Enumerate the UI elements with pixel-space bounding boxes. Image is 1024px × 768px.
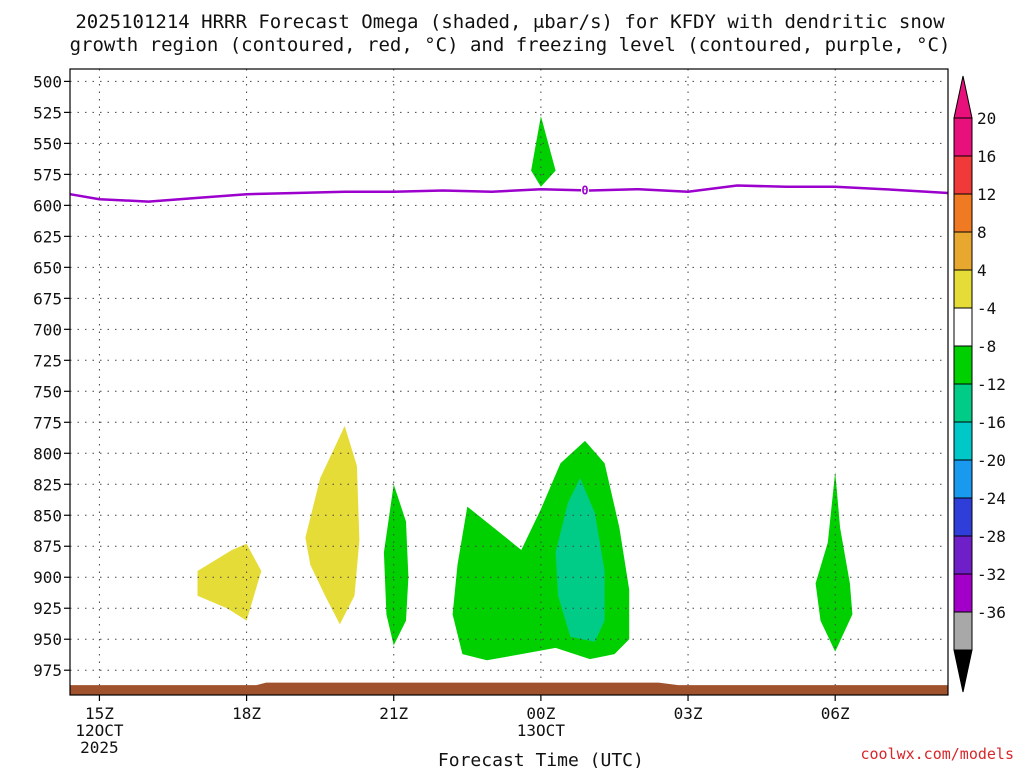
colorbar-label--12: -12 [977,375,1006,394]
y-tick-label-500: 500 [33,72,62,91]
y-tick-label-825: 825 [33,475,62,494]
x-tick-label-0-1: 12OCT [75,721,124,740]
y-tick-label-625: 625 [33,227,62,246]
y-tick-label-575: 575 [33,165,62,184]
y-tick-label-925: 925 [33,599,62,618]
colorbar-label--8: -8 [977,337,996,356]
title-line-2: growth region (contoured, red, °C) and f… [70,34,951,56]
omega-region-omega-neg-4 [815,471,853,652]
y-tick-label-675: 675 [33,289,62,308]
colorbar-swatch--32 [953,573,973,613]
omega-region-omega-neg-2-core [555,478,605,642]
y-tick-label-600: 600 [33,196,62,215]
y-tick-label-900: 900 [33,568,62,587]
colorbar-swatch--4 [953,307,973,347]
y-tick-label-550: 550 [33,134,62,153]
colorbar-swatch-20 [953,117,973,157]
colorbar-top-arrow [953,75,973,119]
colorbar-label-8: 8 [977,223,987,242]
colorbar-label-4: 4 [977,261,987,280]
freezing-level-label: 0 [581,183,588,197]
plot-frame [69,68,949,696]
source-credit: coolwx.com/models [860,745,1014,763]
colorbar-label--28: -28 [977,527,1006,546]
x-tick-label-12-0: 03Z [674,704,703,723]
omega-region-omega-pos-1b [305,426,360,625]
y-tick-label-650: 650 [33,258,62,277]
colorbar-label--32: -32 [977,565,1006,584]
colorbar-bottom-arrow [953,649,973,693]
y-tick-label-725: 725 [33,351,62,370]
x-tick-label-9-1: 13OCT [517,721,566,740]
omega-region-omega-neg-2 [452,440,630,661]
y-tick-label-875: 875 [33,537,62,556]
x-axis-label: Forecast Time (UTC) [438,750,644,768]
contour-fills [197,116,853,661]
omega-region-omega-pos-1a [197,543,262,621]
colorbar-swatch--28 [953,535,973,575]
colorbar-label--16: -16 [977,413,1006,432]
y-tick-label-700: 700 [33,320,62,339]
colorbar-label-12: 12 [977,185,996,204]
colorbar-label--24: -24 [977,489,1006,508]
colorbar-swatch-8 [953,231,973,271]
y-tick-label-800: 800 [33,444,62,463]
colorbar-swatch--8 [953,345,973,385]
title-line-1: 2025101214 HRRR Forecast Omega (shaded, … [75,11,945,33]
colorbar-label-16: 16 [977,147,996,166]
omega-region-omega-neg-1 [383,484,409,646]
y-tick-label-775: 775 [33,413,62,432]
x-tick-label-9-0: 00Z [526,704,555,723]
colorbar-swatch--36 [953,611,973,651]
colorbar-swatch--20 [953,459,973,499]
colorbar-label--4: -4 [977,299,996,318]
y-tick-label-950: 950 [33,630,62,649]
y-axis: 500 525 550 575 600 625 650 675 700 725 750 775 800 8… [33,72,70,680]
colorbar-swatch--24 [953,497,973,537]
colorbar-swatch-12 [953,193,973,233]
contour-lines: 0 [69,183,949,695]
colorbar-label--36: -36 [977,603,1006,622]
chart-title: 2025101214 HRRR Forecast Omega (shaded, … [70,11,951,56]
y-tick-label-750: 750 [33,382,62,401]
colorbar-swatch-4 [953,269,973,309]
colorbar-swatch--16 [953,421,973,461]
x-tick-label-6-0: 21Z [379,704,408,723]
freezing-level-line [69,184,949,203]
y-tick-label-525: 525 [33,103,62,122]
x-tick-label-15-0: 06Z [821,704,850,723]
ground-surface [70,682,948,695]
x-tick-label-0-2: 2025 [80,738,119,757]
x-tick-label-0-0: 15Z [85,704,114,723]
omega-region-omega-neg-3 [531,116,556,187]
colorbar-label-20: 20 [977,109,996,128]
colorbar-label--20: -20 [977,451,1006,470]
y-tick-label-850: 850 [33,506,62,525]
colorbar-swatch--12 [953,383,973,423]
colorbar-swatch-16 [953,155,973,195]
y-tick-label-975: 975 [33,661,62,680]
freezing-level-label-bg [581,184,590,197]
colorbar-legend: 20 16 12 8 4 -4 -8 -12 -16 -20 -24 -28 -32 -36 [953,75,1006,693]
x-tick-label-3-0: 18Z [232,704,261,723]
